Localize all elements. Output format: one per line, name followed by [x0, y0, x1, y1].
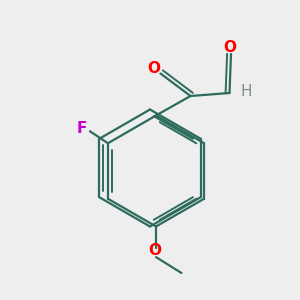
Text: O: O	[148, 243, 162, 258]
Text: F: F	[77, 121, 87, 136]
Text: O: O	[147, 61, 161, 76]
Text: O: O	[223, 40, 236, 55]
Text: H: H	[240, 84, 252, 99]
